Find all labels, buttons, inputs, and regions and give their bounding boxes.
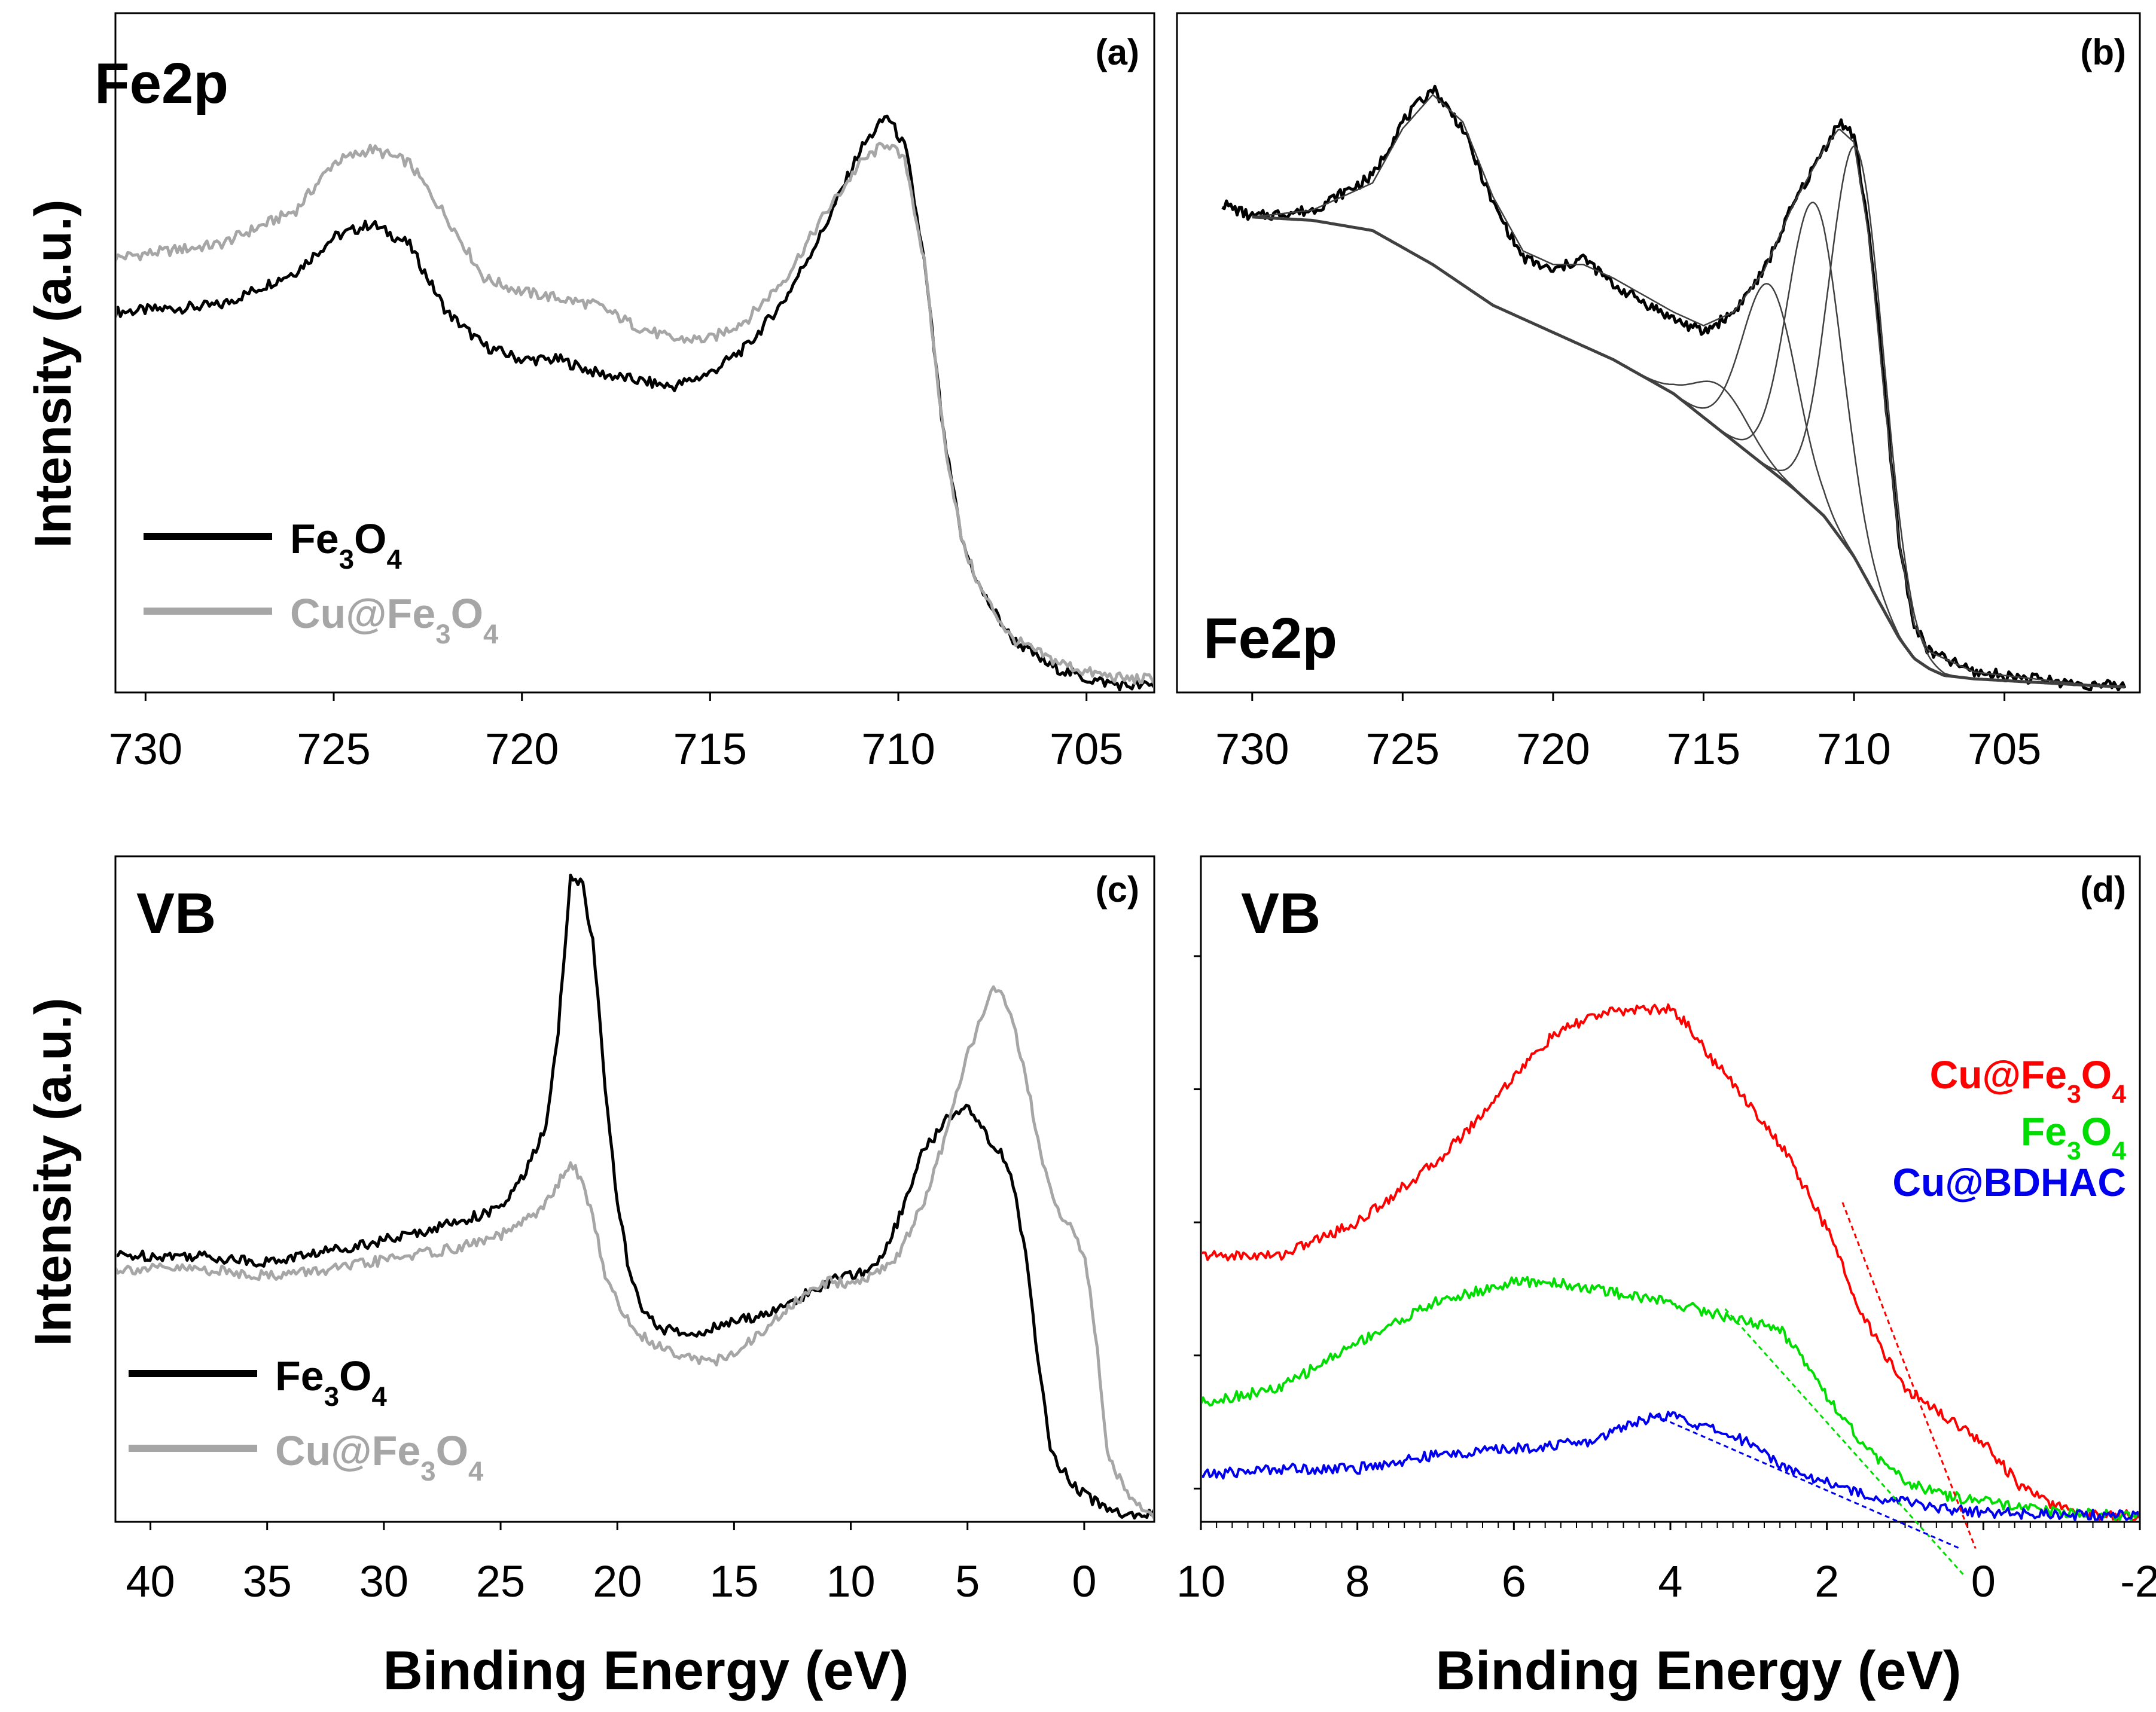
- legend-label: Fe3O4: [290, 515, 402, 575]
- panel-title: Fe2p: [1203, 606, 1337, 670]
- x-tick-label: 725: [1366, 724, 1440, 774]
- edge-fit-line: [1724, 1308, 1965, 1576]
- plot-frame: [114, 855, 1155, 1523]
- x-tick-label: 0: [1971, 1557, 1996, 1606]
- x-tick-label: 715: [673, 724, 747, 774]
- x-tick-label: 8: [1345, 1557, 1370, 1606]
- x-tick-label: 710: [1817, 724, 1890, 774]
- x-tick-label: 5: [955, 1557, 980, 1606]
- x-tick-label: 15: [709, 1557, 758, 1606]
- plot-area: [117, 114, 1153, 691]
- panel-title: Fe2p: [94, 51, 228, 115]
- x-tick-label: 715: [1667, 724, 1740, 774]
- legend-label: Cu@Fe3O4: [1930, 1052, 2127, 1109]
- x-tick-label: 710: [861, 724, 935, 774]
- series-background: [1252, 215, 2125, 689]
- x-tick-label: -2: [2120, 1557, 2156, 1606]
- x-tick-label: 0: [1072, 1557, 1096, 1606]
- series-raw: [1221, 84, 2127, 691]
- plot-frame: [1176, 12, 2141, 694]
- series-fe3o4: [1202, 1275, 2139, 1521]
- edge-fit-line: [1841, 1202, 1977, 1549]
- panel-label: (c): [1096, 869, 1139, 910]
- plot-frame: [114, 12, 1155, 694]
- x-tick-label: 725: [297, 724, 370, 774]
- series-peak-2: [1694, 202, 1936, 672]
- x-tick-label: 730: [109, 724, 182, 774]
- x-tick-label: 730: [1215, 724, 1289, 774]
- x-tick-label: 40: [126, 1557, 175, 1606]
- xlabel-c: Binding Energy (eV): [383, 1640, 908, 1701]
- x-tick-label: 6: [1502, 1557, 1526, 1606]
- legend-label: Fe3O4: [2021, 1109, 2126, 1165]
- panel-c: 40 35 30 25 20 15 10 5 0 VB (c) Fe3O4 Cu@Fe3O4: [114, 855, 1155, 1606]
- panel-label: (b): [2080, 32, 2126, 72]
- series-cu-fe3o4: [117, 142, 1153, 685]
- x-tick-label: 705: [1968, 724, 2041, 774]
- series-cu-fe3o4: [1202, 1003, 2139, 1521]
- x-tick-label: 720: [1516, 724, 1590, 774]
- x-tick-label: 705: [1050, 724, 1123, 774]
- legend-label: Fe3O4: [275, 1353, 387, 1412]
- panel-a: 730 725 720 715 710 705 Fe2p (a) Fe3O4 Cu@Fe3O4: [94, 12, 1155, 774]
- x-tick-label: 35: [243, 1557, 292, 1606]
- legend-label: Cu@BDHAC: [1892, 1160, 2126, 1204]
- series-cu-fe3o4: [117, 985, 1153, 1519]
- series-peak-5: [1553, 331, 1795, 490]
- series-cu-bdhac: [1202, 1411, 2139, 1521]
- ylabel-bottom: Intensity (a.u.): [25, 998, 82, 1347]
- ylabel-top: Intensity (a.u.): [25, 200, 82, 548]
- edge-fit-line: [1654, 1414, 1960, 1549]
- series-fe3o4: [117, 874, 1153, 1520]
- x-tick-label: 25: [476, 1557, 525, 1606]
- series-peak-3: [1649, 283, 1891, 622]
- legend-label: Cu@Fe3O4: [275, 1427, 484, 1487]
- series-envelope: [1252, 94, 2095, 686]
- series-fe3o4: [117, 114, 1153, 691]
- series-peak-1: [1736, 145, 1978, 680]
- plot-area: [1221, 84, 2127, 691]
- plot-area: [117, 874, 1153, 1520]
- panel-title: VB: [1241, 881, 1321, 945]
- xlabel-d: Binding Energy (eV): [1435, 1640, 1961, 1701]
- panel-label: (d): [2080, 869, 2126, 910]
- legend-label: Cu@Fe3O4: [290, 590, 499, 649]
- panel-b: 730 725 720 715 710 705 Fe2p (b): [1176, 12, 2141, 774]
- x-tick-label: 720: [485, 724, 559, 774]
- panel-label: (a): [1096, 32, 1139, 72]
- x-tick-label: 10: [826, 1557, 875, 1606]
- panel-title: VB: [136, 881, 216, 945]
- x-tick-label: 20: [593, 1557, 642, 1606]
- plot-area: [1202, 1003, 2139, 1521]
- x-tick-label: 4: [1658, 1557, 1682, 1606]
- x-tick-label: 10: [1176, 1557, 1225, 1606]
- x-tick-label: 2: [1815, 1557, 1839, 1606]
- x-tick-label: 30: [359, 1557, 408, 1606]
- series-peak-4: [1600, 353, 1843, 541]
